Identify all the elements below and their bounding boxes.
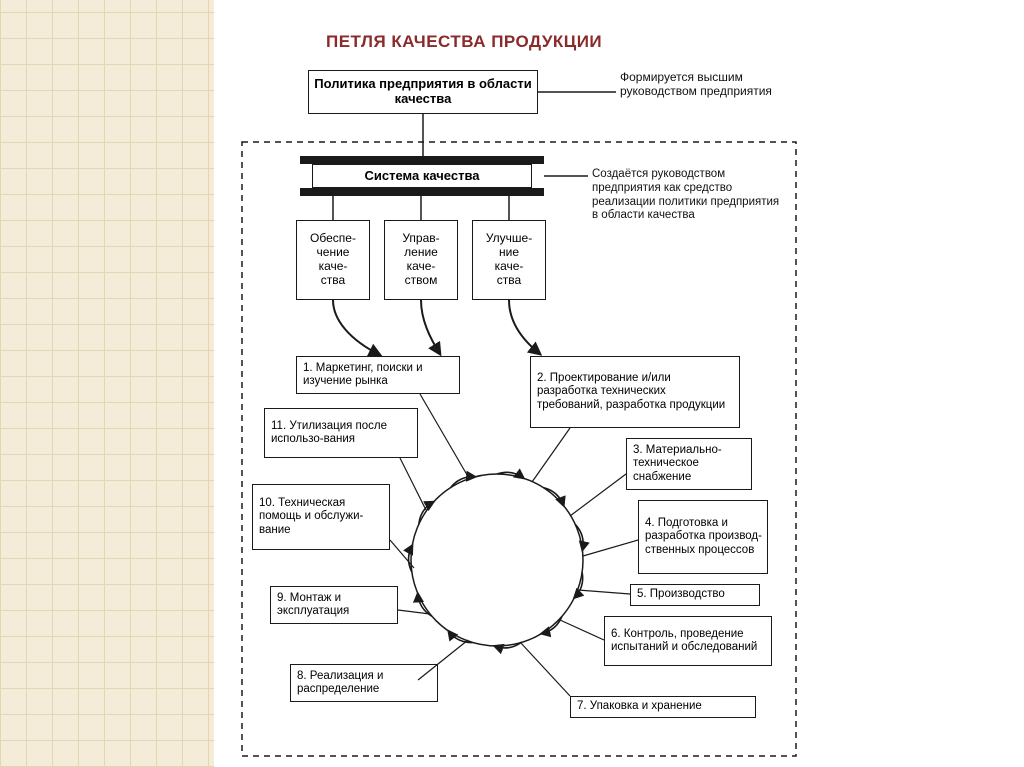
diagram-stage: ПЕТЛЯ КАЧЕСТВА ПРОДУКЦИИ Политика предпр… (0, 0, 1024, 767)
connectors-svg (0, 0, 1024, 767)
